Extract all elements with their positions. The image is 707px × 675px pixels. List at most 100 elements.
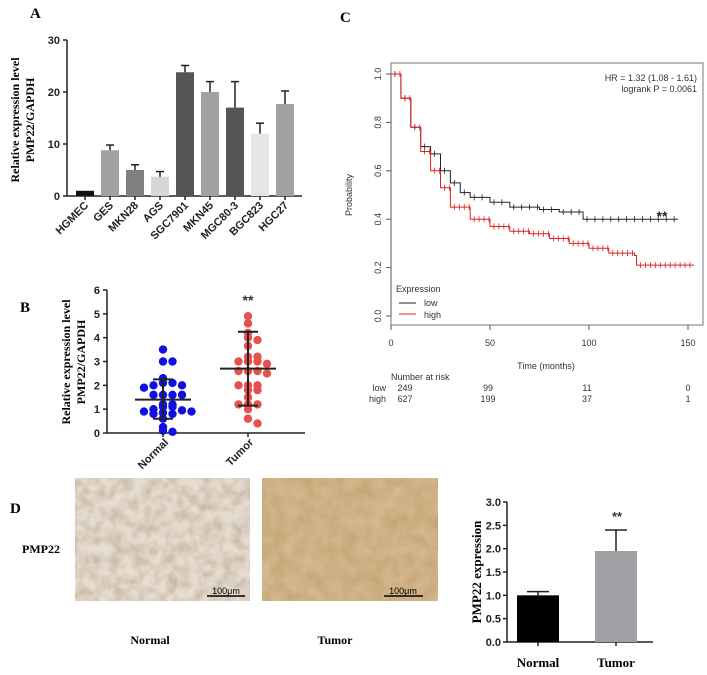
survival-curve-high: [391, 73, 694, 266]
x-tick-label: Normal: [517, 655, 560, 670]
data-point: [177, 381, 187, 390]
y-axis-label-line1: Relative expression level: [59, 299, 73, 425]
y-tick-label: 0.6: [373, 165, 383, 178]
bar: [251, 133, 269, 196]
bar: [176, 72, 194, 196]
y-axis-label-line2: PMP22/GAPDH: [74, 319, 88, 404]
x-tick-label: 50: [485, 338, 495, 348]
panel-label-d: D: [10, 501, 21, 517]
significance-marker: **: [612, 509, 623, 524]
y-tick-label: 1.0: [486, 590, 501, 602]
data-point: [234, 400, 243, 409]
data-point: [168, 402, 177, 411]
data-point: [158, 357, 168, 366]
data-point: [253, 419, 262, 428]
x-tick-label: HGMEC: [54, 200, 91, 237]
risk-count: 1: [685, 394, 690, 404]
x-axis-label: Time (months): [517, 361, 575, 371]
y-tick-label: 0: [94, 428, 100, 440]
legend-title: Expression: [396, 284, 441, 294]
y-axis-label: PMP22 expression: [469, 520, 484, 623]
chart-c: Probability HR = 1.32 (1.08 - 1.61) logr…: [344, 62, 704, 404]
legend-label-low: low: [424, 298, 438, 308]
bar: [101, 150, 119, 196]
y-tick-label: 0: [54, 191, 60, 203]
y-tick-label: 0.5: [486, 614, 501, 626]
y-tick-label: 0.0: [486, 637, 501, 649]
data-point: [253, 357, 262, 366]
y-tick-label: 0.0: [373, 310, 383, 323]
risk-count: 11: [582, 383, 591, 393]
y-tick-label: 2: [94, 380, 100, 392]
data-point: [168, 409, 177, 419]
p-annotation: logrank P = 0.0061: [621, 84, 697, 94]
y-axis-label: Probability: [344, 173, 354, 216]
row-label: PMP22: [22, 542, 60, 556]
panel-label-a: A: [30, 6, 41, 22]
y-tick-label: 30: [48, 35, 60, 47]
data-point: [262, 369, 272, 378]
bar: [226, 107, 244, 196]
data-point: [139, 407, 149, 416]
y-tick-label: 20: [48, 87, 60, 99]
bar: [276, 103, 294, 196]
x-tick-label: Normal: [136, 437, 171, 472]
risk-count: 627: [397, 394, 412, 404]
risk-count: 0: [685, 383, 690, 393]
data-point: [149, 390, 158, 400]
data-point: [149, 409, 158, 419]
y-tick-label: 4: [94, 333, 101, 345]
y-tick-label: 2.5: [486, 520, 501, 532]
y-axis-label-line2: PMP22/GAPDH: [23, 77, 37, 162]
image-label-normal: Normal: [130, 633, 170, 647]
panel-label-c: C: [340, 10, 351, 26]
y-tick-label: 0.2: [373, 261, 383, 274]
histology-image-tumor: [262, 478, 438, 601]
y-tick-label: 1: [94, 404, 100, 416]
bar: [151, 176, 169, 196]
data-point: [253, 335, 262, 345]
data-point: [253, 400, 262, 409]
chart-a: Relative expression level PMP22/GAPDH 0 1…: [8, 35, 302, 242]
chart-b: Relative expression level PMP22/GAPDH **…: [59, 285, 305, 472]
hr-annotation: HR = 1.32 (1.08 - 1.61): [605, 73, 697, 83]
data-point: [168, 390, 177, 400]
bar: [201, 92, 219, 196]
risk-row-label: high: [369, 394, 386, 404]
bar: [517, 595, 559, 642]
chart-d: PMP22 expression ** 0.0 0.5 1.0 1.5 2.0 2.5 3.…: [469, 497, 653, 670]
y-tick-label: 0.4: [373, 213, 383, 226]
data-point: [139, 383, 149, 392]
scale-bar-label: 100μm: [389, 586, 417, 596]
panel-label-b: B: [20, 300, 30, 316]
data-point: [187, 407, 196, 416]
data-point: [158, 426, 168, 435]
bar: [126, 170, 144, 196]
x-tick-label: Tumor: [597, 655, 635, 670]
y-tick-label: 1.5: [486, 567, 501, 579]
y-tick-label: 5: [94, 309, 100, 321]
y-tick-label: 3.0: [486, 497, 501, 509]
data-point: [243, 319, 253, 328]
data-point: [253, 385, 262, 395]
data-point: [168, 427, 177, 437]
y-tick-label: 3: [94, 357, 100, 369]
data-point: [234, 381, 243, 390]
data-point: [243, 404, 253, 414]
image-label-tumor: Tumor: [318, 633, 354, 647]
y-tick-label: 1.0: [373, 68, 383, 81]
data-point: [177, 390, 187, 400]
risk-table-title: Number at risk: [391, 372, 450, 382]
data-point: [243, 312, 253, 321]
significance-marker: **: [243, 292, 254, 308]
data-point: [262, 359, 272, 369]
y-tick-label: 6: [94, 285, 100, 297]
y-axis-label-line1: Relative expression level: [8, 57, 22, 183]
risk-count: 199: [480, 394, 495, 404]
data-point: [168, 357, 177, 366]
bar: [76, 190, 94, 196]
scale-bar-label: 100μm: [212, 586, 240, 596]
data-point: [243, 414, 253, 423]
x-tick-label: Tumor: [224, 436, 257, 469]
